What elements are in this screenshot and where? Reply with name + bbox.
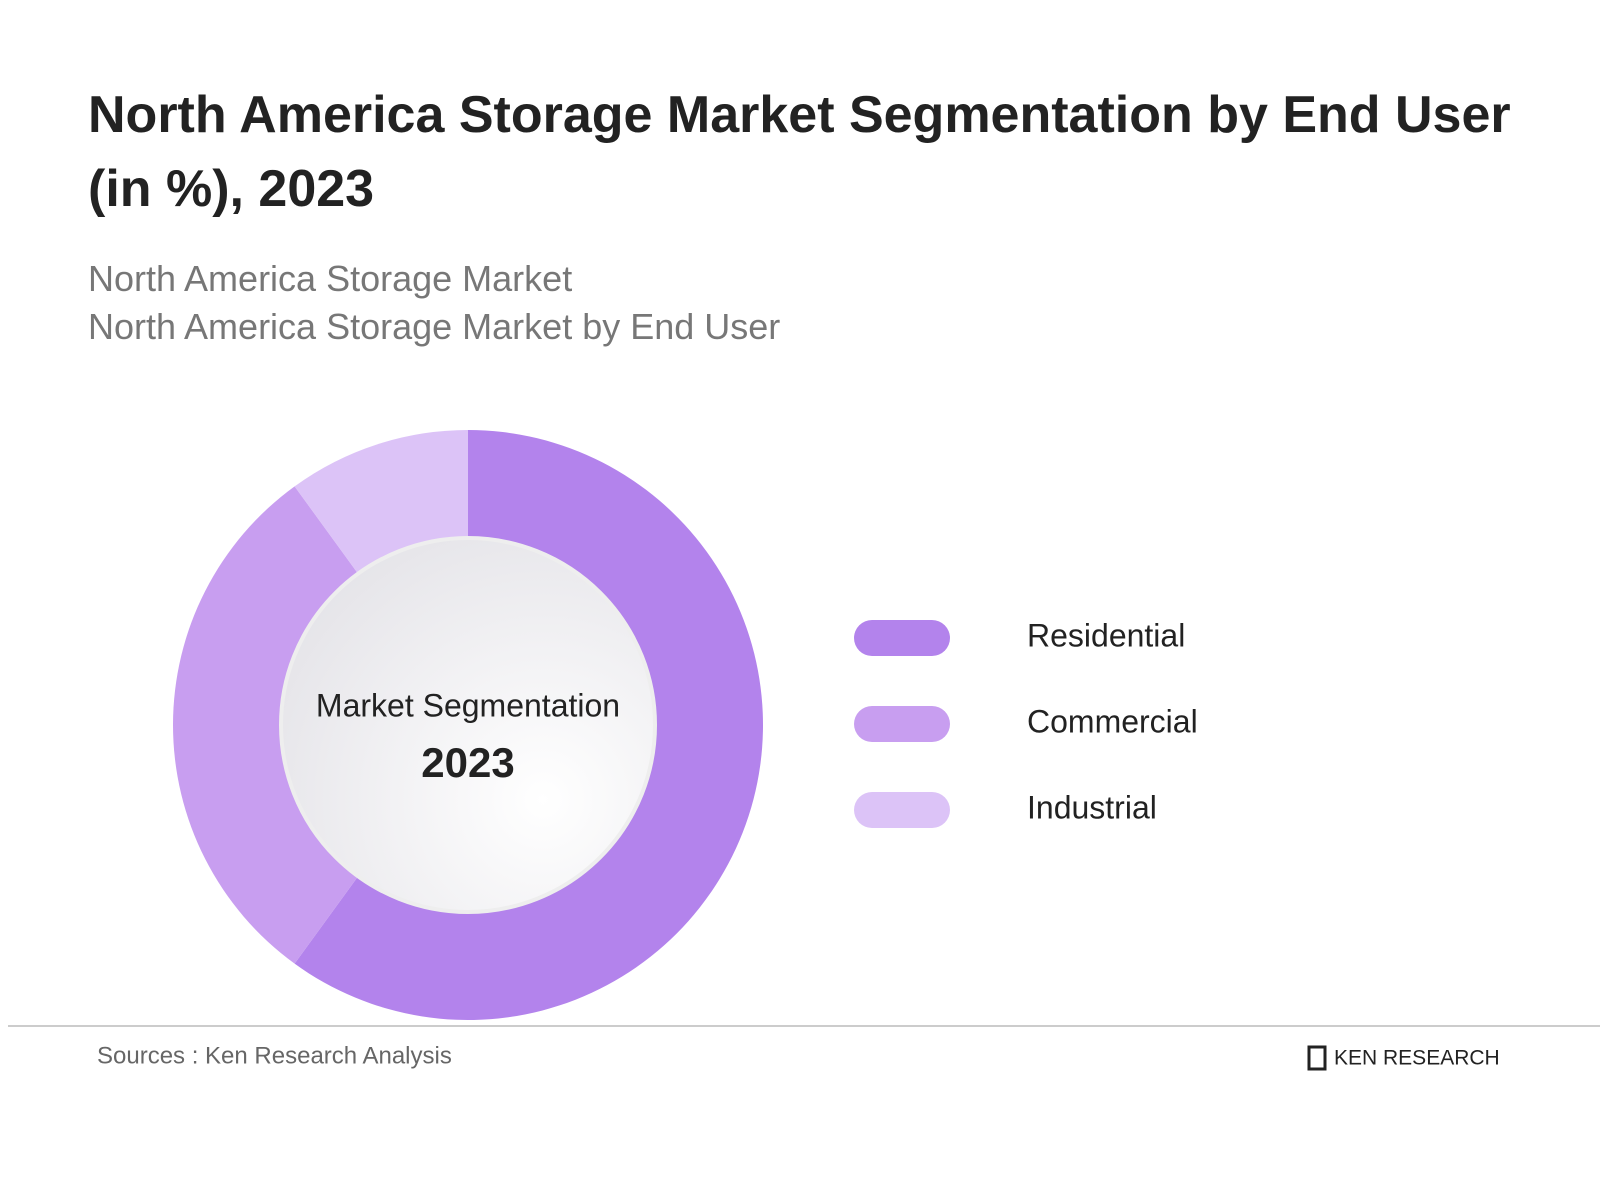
donut-center — [279, 536, 657, 914]
legend-swatch — [854, 706, 950, 742]
center-year: 2023 — [421, 739, 514, 786]
legend-label: Residential — [1027, 617, 1185, 653]
subtitle: North America Storage Market — [88, 258, 573, 299]
center-label: Market Segmentation — [316, 687, 620, 723]
brand: KEN RESEARCH — [1334, 1047, 1500, 1070]
legend-label: Industrial — [1027, 789, 1157, 825]
chart-title: North America Storage Market Segmentatio… — [88, 86, 1511, 218]
legend-swatch — [854, 620, 950, 656]
source: Sources : Ken Research Analysis — [97, 1042, 452, 1069]
legend-label: Commercial — [1027, 703, 1198, 739]
legend-swatch — [854, 792, 950, 828]
brand-logo — [1307, 1045, 1327, 1071]
subtitle: North America Storage Market by End User — [88, 306, 781, 347]
